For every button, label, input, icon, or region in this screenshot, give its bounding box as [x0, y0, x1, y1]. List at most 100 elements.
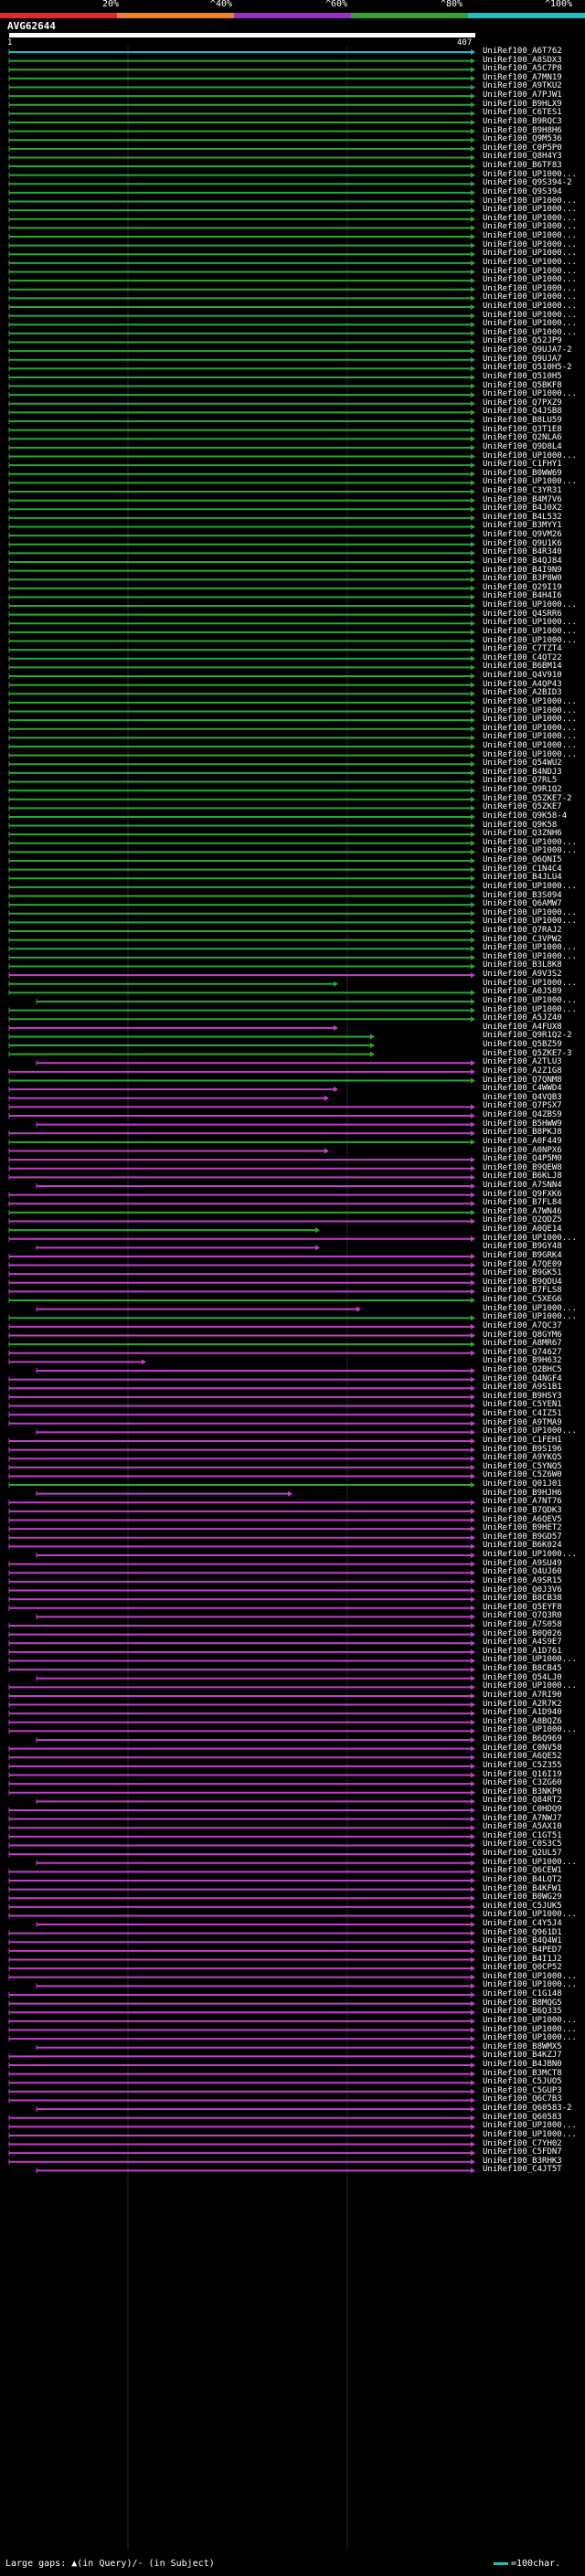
hit-label[interactable]: UniRef100_B4PED7	[483, 1945, 562, 1955]
hit-label[interactable]: UniRef100_C4WWD4	[483, 1084, 562, 1094]
hit-label[interactable]: UniRef100_Q54LJ0	[483, 1672, 562, 1682]
hit-label[interactable]: UniRef100_UP1000...	[483, 283, 577, 293]
hit-label[interactable]: UniRef100_Q4V910	[483, 671, 562, 681]
hit-label[interactable]: UniRef100_A8MR67	[483, 1339, 562, 1349]
hit-label[interactable]: UniRef100_B6KLJ8	[483, 1171, 562, 1182]
hit-label[interactable]: UniRef100_B4L532	[483, 512, 562, 522]
hit-label[interactable]: UniRef100_UP1000...	[483, 1857, 577, 1867]
hit-label[interactable]: UniRef100_A5AX10	[483, 1822, 562, 1832]
hit-label[interactable]: UniRef100_B3S094	[483, 890, 562, 900]
hit-label[interactable]: UniRef100_UP1000...	[483, 740, 577, 750]
hit-label[interactable]: UniRef100_UP1000...	[483, 749, 577, 759]
hit-label[interactable]: UniRef100_B6BM14	[483, 662, 562, 672]
hit-label[interactable]: UniRef100_UP1000...	[483, 1655, 577, 1665]
hit-label[interactable]: UniRef100_Q4P5M0	[483, 1154, 562, 1164]
hit-label[interactable]: UniRef100_A9TMA9	[483, 1417, 562, 1427]
hit-label[interactable]: UniRef100_A0J589	[483, 987, 562, 997]
hit-label[interactable]: UniRef100_B9S196	[483, 1444, 562, 1454]
hit-label[interactable]: UniRef100_B9GY48	[483, 1242, 562, 1252]
hit-label[interactable]: UniRef100_A7WN46	[483, 1206, 562, 1216]
hit-label[interactable]: UniRef100_Q29I19	[483, 582, 562, 592]
hit-label[interactable]: UniRef100_UP1000...	[483, 978, 577, 988]
hit-label[interactable]: UniRef100_UP1000...	[483, 1681, 577, 1691]
hit-label[interactable]: UniRef100_Q9K58-4	[483, 811, 568, 821]
hit-label[interactable]: UniRef100_B9HLX9	[483, 99, 562, 109]
hit-label[interactable]: UniRef100_Q9VM26	[483, 530, 562, 540]
hit-label[interactable]: UniRef100_A2Z1G8	[483, 1065, 562, 1076]
hit-label[interactable]: UniRef100_C3YR31	[483, 486, 562, 495]
hit-label[interactable]: UniRef100_A6T762	[483, 47, 562, 56]
hit-label[interactable]: UniRef100_A5JZ40	[483, 1013, 562, 1023]
hit-label[interactable]: UniRef100_B9H8H6	[483, 125, 562, 135]
hit-label[interactable]: UniRef100_Q5ZKE7-3	[483, 1048, 572, 1058]
hit-label[interactable]: UniRef100_Q52JP9	[483, 336, 562, 346]
hit-label[interactable]: UniRef100_B4M7V6	[483, 494, 562, 504]
hit-label[interactable]: UniRef100_B3MCT8	[483, 2068, 562, 2078]
hit-label[interactable]: UniRef100_C4QT22	[483, 652, 562, 663]
hit-label[interactable]: UniRef100_UP1000...	[483, 1910, 577, 1920]
hit-label[interactable]: UniRef100_B6TF83	[483, 161, 562, 171]
hit-label[interactable]: UniRef100_UP1000...	[483, 943, 577, 953]
hit-label[interactable]: UniRef100_B9QEW8	[483, 1162, 562, 1172]
hit-label[interactable]: UniRef100_A9TKU2	[483, 81, 562, 91]
hit-label[interactable]: UniRef100_Q7QNM8	[483, 1075, 562, 1085]
hit-label[interactable]: UniRef100_Q4NGF4	[483, 1373, 562, 1383]
hit-label[interactable]: UniRef100_B9HSY3	[483, 1391, 562, 1401]
hit-label[interactable]: UniRef100_UP1000...	[483, 310, 577, 320]
hit-label[interactable]: UniRef100_UP1000...	[483, 600, 577, 610]
hit-label[interactable]: UniRef100_Q0CP52	[483, 1963, 562, 1973]
hit-label[interactable]: UniRef100_Q9S394-2	[483, 178, 572, 188]
hit-label[interactable]: UniRef100_UP1000...	[483, 205, 577, 215]
hit-label[interactable]: UniRef100_B4LQT2	[483, 1874, 562, 1884]
hit-label[interactable]: UniRef100_B9GD57	[483, 1532, 562, 1542]
hit-label[interactable]: UniRef100_UP1000...	[483, 239, 577, 249]
hit-label[interactable]: UniRef100_B4R340	[483, 547, 562, 557]
hit-label[interactable]: UniRef100_UP1000...	[483, 327, 577, 337]
hit-label[interactable]: UniRef100_A7NT76	[483, 1497, 562, 1507]
hit-label[interactable]: UniRef100_B5HWW9	[483, 1118, 562, 1129]
hit-label[interactable]: UniRef100_C1GT51	[483, 1830, 562, 1840]
hit-label[interactable]: UniRef100_Q5BZ59	[483, 1040, 562, 1050]
hit-label[interactable]: UniRef100_UP1000...	[483, 618, 577, 628]
hit-label[interactable]: UniRef100_C0P5P0	[483, 143, 562, 153]
hit-label[interactable]: UniRef100_UP1000...	[483, 696, 577, 706]
hit-label[interactable]: UniRef100_UP1000...	[483, 196, 577, 206]
hit-label[interactable]: UniRef100_UP1000...	[483, 249, 577, 259]
hit-label[interactable]: UniRef100_B9H632	[483, 1356, 562, 1366]
hit-label[interactable]: UniRef100_A2TLU3	[483, 1057, 562, 1067]
hit-label[interactable]: UniRef100_UP1000...	[483, 213, 577, 223]
hit-label[interactable]: UniRef100_UP1000...	[483, 723, 577, 733]
hit-label[interactable]: UniRef100_A2R7K2	[483, 1699, 562, 1709]
hit-label[interactable]: UniRef100_B3NKP0	[483, 1786, 562, 1797]
hit-label[interactable]: UniRef100_A1D940	[483, 1708, 562, 1718]
hit-label[interactable]: UniRef100_B4JBN0	[483, 2059, 562, 2069]
hit-label[interactable]: UniRef100_C5YEN1	[483, 1400, 562, 1410]
hit-label[interactable]: UniRef100_Q9M536	[483, 134, 562, 144]
hit-label[interactable]: UniRef100_A7SNN4	[483, 1180, 562, 1190]
hit-label[interactable]: UniRef100_Q01J01	[483, 1479, 562, 1489]
hit-label[interactable]: UniRef100_C7TZT4	[483, 644, 562, 654]
hit-label[interactable]: UniRef100_UP1000...	[483, 995, 577, 1005]
hit-label[interactable]: UniRef100_Q4UJ60	[483, 1567, 562, 1577]
hit-label[interactable]: UniRef100_B0Q026	[483, 1628, 562, 1638]
hit-label[interactable]: UniRef100_UP1000...	[483, 1233, 577, 1243]
hit-label[interactable]: UniRef100_C5XEG6	[483, 1295, 562, 1305]
hit-label[interactable]: UniRef100_Q9U1K6	[483, 538, 562, 548]
hit-label[interactable]: UniRef100_B8MQG5	[483, 1998, 562, 2008]
hit-label[interactable]: UniRef100_Q6C7B3	[483, 2094, 562, 2104]
hit-label[interactable]: UniRef100_C1FHY1	[483, 460, 562, 470]
hit-label[interactable]: UniRef100_B8CB38	[483, 1594, 562, 1604]
hit-label[interactable]: UniRef100_UP1000...	[483, 2033, 577, 2043]
hit-label[interactable]: UniRef100_UP1000...	[483, 1303, 577, 1313]
hit-label[interactable]: UniRef100_UP1000...	[483, 451, 577, 461]
hit-label[interactable]: UniRef100_A9S1B1	[483, 1383, 562, 1393]
hit-label[interactable]: UniRef100_C5GUP3	[483, 2085, 562, 2095]
hit-label[interactable]: UniRef100_A0F449	[483, 1136, 562, 1146]
hit-label[interactable]: UniRef100_UP1000...	[483, 2121, 577, 2131]
hit-label[interactable]: UniRef100_Q510H5-2	[483, 363, 572, 373]
hit-label[interactable]: UniRef100_B8PKJ8	[483, 1128, 562, 1138]
hit-label[interactable]: UniRef100_UP1000...	[483, 715, 577, 725]
hit-label[interactable]: UniRef100_A9V3S2	[483, 970, 562, 980]
hit-label[interactable]: UniRef100_C5JUK5	[483, 1901, 562, 1911]
hit-label[interactable]: UniRef100_B9GRK4	[483, 1250, 562, 1260]
